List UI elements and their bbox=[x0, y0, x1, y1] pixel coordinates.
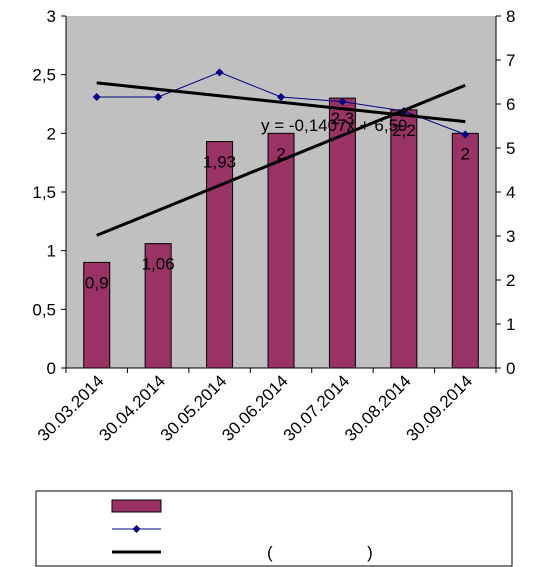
bar-group bbox=[83, 97, 479, 369]
trendline-equation: y = -0,1407x + 6,59 bbox=[261, 116, 408, 135]
data-label: 2 bbox=[276, 144, 285, 163]
right-axis-ticks: 0 1 2 3 4 5 6 7 8 bbox=[496, 7, 515, 378]
right-tick-label: 3 bbox=[506, 227, 515, 246]
left-tick-label: 2 bbox=[47, 124, 56, 143]
data-label-group: 0,9 1,06 1,93 2 2,3 2,2 2 bbox=[85, 109, 470, 292]
right-tick-label: 7 bbox=[506, 51, 515, 70]
trendline bbox=[96, 81, 466, 124]
left-tick-label: 3 bbox=[47, 7, 56, 26]
legend-bar-swatch bbox=[111, 499, 162, 513]
legend: ( ) bbox=[35, 490, 513, 567]
line-point bbox=[338, 97, 347, 106]
line-point bbox=[461, 130, 470, 139]
data-label: 1,06 bbox=[142, 255, 175, 274]
line-point bbox=[215, 68, 224, 77]
line-point bbox=[154, 92, 163, 101]
x-axis-ticks: 30.03.201430.04.201430.05.201430.06.2014… bbox=[34, 368, 497, 445]
left-tick-label: 0,5 bbox=[32, 300, 56, 319]
right-tick-label: 8 bbox=[506, 7, 515, 26]
line-point bbox=[92, 92, 101, 101]
data-label: 2,2 bbox=[392, 121, 416, 140]
legend-trend-label: ( ) bbox=[267, 543, 373, 562]
left-tick-label: 0 bbox=[47, 359, 56, 378]
left-tick-label: 1 bbox=[47, 242, 56, 261]
left-tick-label: 2,5 bbox=[32, 66, 56, 85]
right-tick-label: 6 bbox=[506, 95, 515, 114]
left-tick-label: 1,5 bbox=[32, 183, 56, 202]
data-label: 2,3 bbox=[331, 109, 355, 128]
left-axis-ticks: 0 0,5 1 1,5 2 2,5 3 bbox=[32, 7, 66, 378]
bar bbox=[144, 243, 172, 369]
data-label: 2 bbox=[461, 144, 470, 163]
right-tick-label: 0 bbox=[506, 359, 515, 378]
right-tick-label: 5 bbox=[506, 139, 515, 158]
bar bbox=[267, 132, 295, 369]
bar bbox=[451, 132, 479, 369]
data-label: 1,93 bbox=[203, 153, 236, 172]
bar bbox=[83, 261, 111, 369]
bar bbox=[206, 141, 234, 369]
data-label: 0,9 bbox=[85, 273, 109, 292]
line-point bbox=[277, 92, 285, 101]
right-tick-label: 1 bbox=[506, 315, 515, 334]
x-tick-label: 30.09.2014 bbox=[403, 371, 477, 445]
bar bbox=[390, 109, 418, 369]
trendline bbox=[96, 83, 466, 237]
legend-diamond-marker bbox=[132, 525, 141, 533]
right-tick-label: 2 bbox=[506, 271, 515, 290]
right-tick-label: 4 bbox=[506, 183, 515, 202]
line-group bbox=[92, 68, 470, 237]
